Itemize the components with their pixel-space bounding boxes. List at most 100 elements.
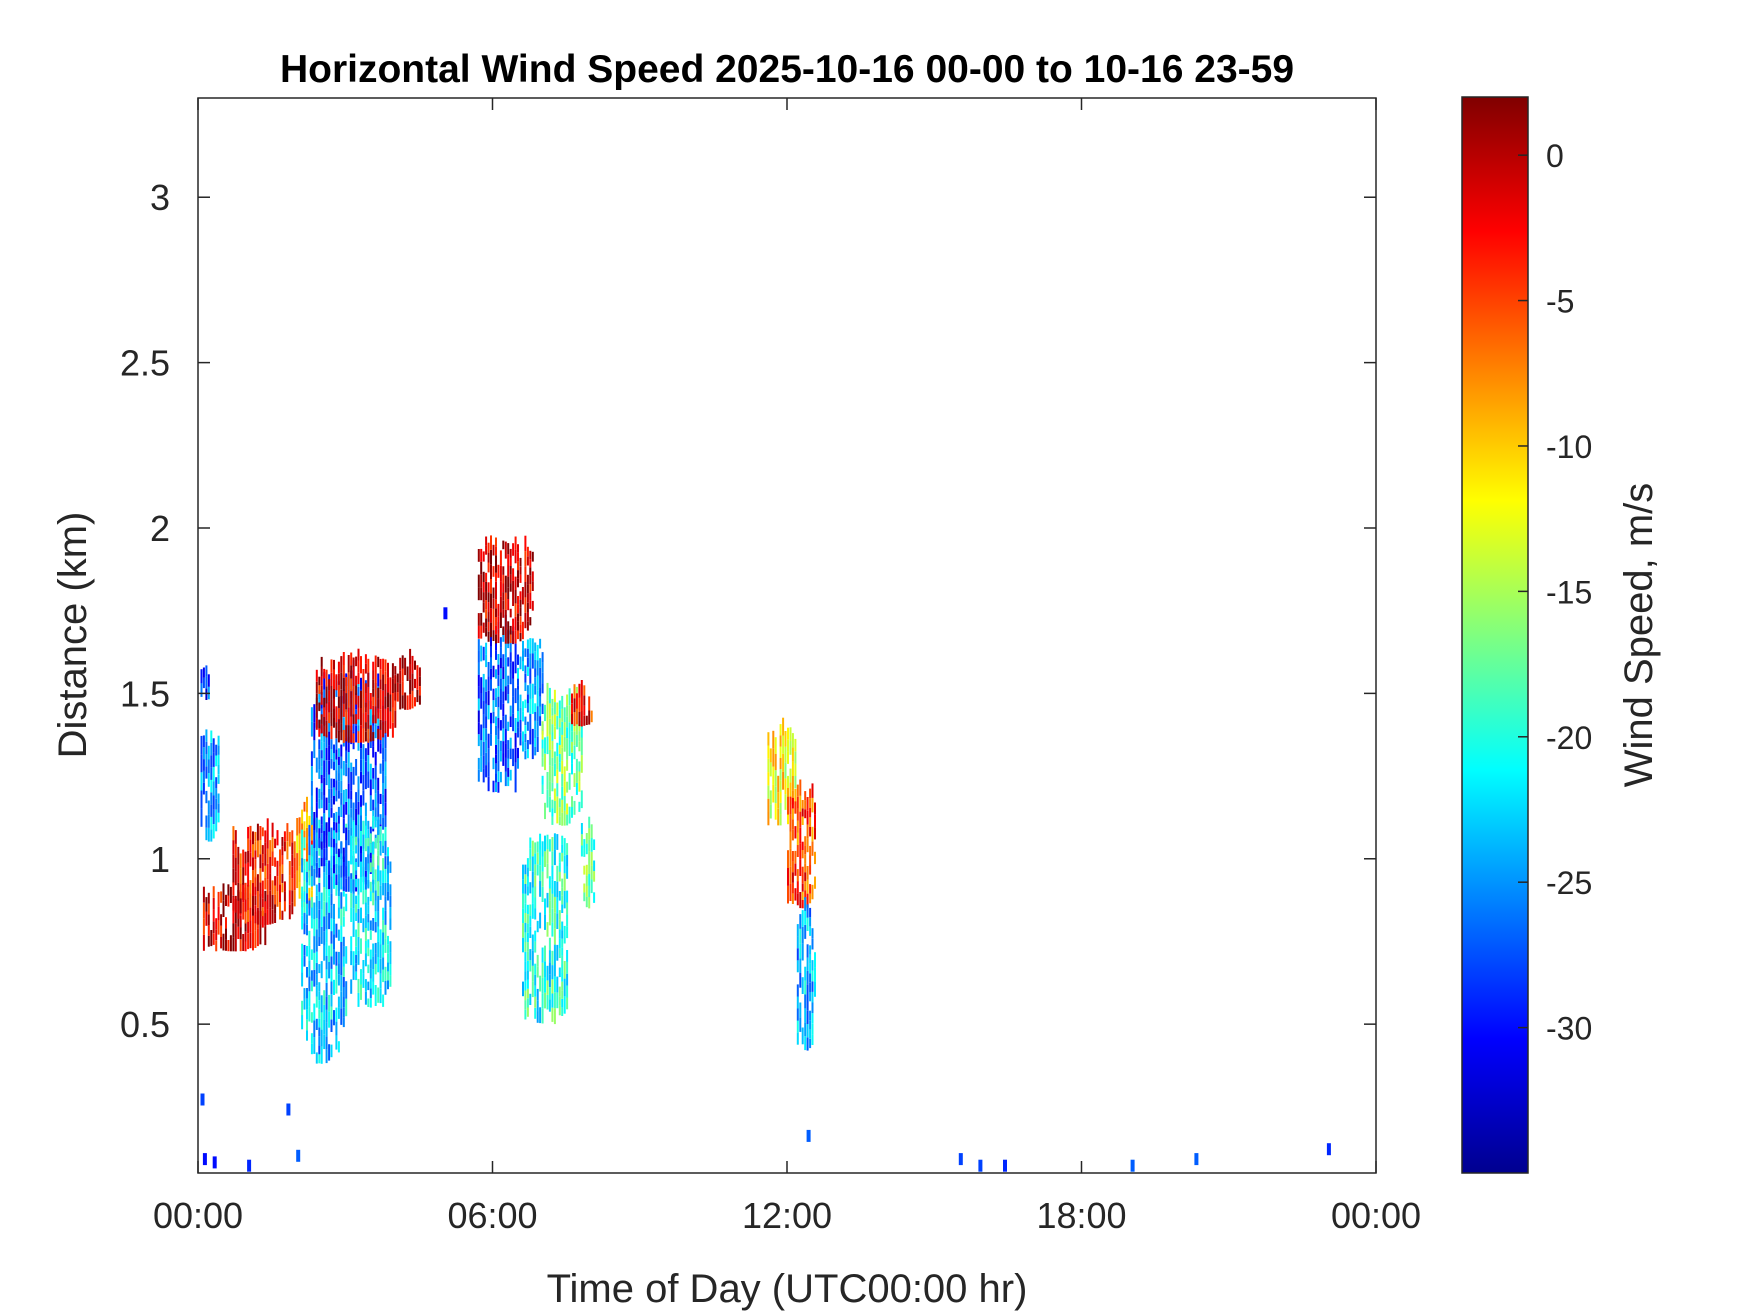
heatmap-cell [566,803,569,815]
heatmap-cell [811,826,814,842]
heatmap-cell [534,963,537,975]
heatmap-cell [524,682,527,691]
heatmap-cell [367,863,370,872]
heatmap-cell [202,677,205,689]
heatmap-cell [281,864,284,874]
heatmap-cell [328,774,331,789]
heatmap-cell [769,762,772,777]
heatmap-cell [274,857,277,867]
heatmap-cell [487,776,490,792]
heatmap-cell [369,779,372,796]
heatmap-cell [779,735,782,747]
heatmap-cell [811,884,814,900]
heatmap-cell [340,853,343,866]
heatmap-cell [522,908,524,924]
heatmap-cell [507,657,510,667]
heatmap-cell [374,724,377,739]
heatmap-cell [369,978,372,989]
heatmap-cell [497,616,500,630]
heatmap-cell [333,753,335,762]
heatmap-cell [480,574,483,588]
heatmap-cell [517,621,519,631]
heatmap-cell [502,540,505,550]
heatmap-cell [801,808,804,817]
heatmap-cell [529,584,532,593]
heatmap-cell [318,828,321,839]
heatmap-cell [799,779,802,796]
heatmap-cell [318,928,321,937]
heatmap-cell [281,910,284,920]
heatmap-cell [561,852,564,862]
heatmap-cell [320,926,323,944]
heatmap-cell [303,880,306,892]
heatmap-cell [551,732,554,741]
heatmap-cell [507,621,510,633]
heatmap-cell [526,721,529,731]
heatmap-cell [298,849,301,867]
heatmap-cell [541,662,544,673]
heatmap-cell [320,656,323,667]
colorbar [1461,96,1529,1174]
heatmap-cell [310,980,313,992]
heatmap-cell [330,807,333,818]
heatmap-cell [796,960,799,973]
heatmap-cell [330,788,333,799]
heatmap-cell [477,639,480,651]
heatmap-cell [347,672,350,691]
heatmap-cell [517,716,519,728]
heatmap-cell [578,683,581,698]
heatmap-cell [335,853,338,868]
heatmap-cell [306,893,308,904]
x-axis-ticks: 00:00 06:00 12:00 18:00 00:00 [153,98,1421,1236]
heatmap-cell [325,822,328,836]
heatmap-cell [389,711,392,729]
heatmap-cell [551,837,554,852]
heatmap-cell [593,892,596,903]
heatmap-cell [524,874,527,884]
heatmap-cell [210,930,213,947]
heatmap-cell [536,675,539,691]
heatmap-cell [340,908,343,926]
heatmap-cell [495,555,497,564]
heatmap-cell [539,833,542,850]
heatmap-cell [394,692,397,701]
heatmap-cell [529,926,532,938]
heatmap-cell [342,966,345,977]
heatmap-cell [335,1035,338,1050]
heatmap-cell [546,965,549,981]
heatmap-cell [310,823,313,841]
heatmap-cell [524,990,527,1001]
heatmap-cell [553,992,556,1009]
heatmap-cell [301,1000,304,1016]
heatmap-cell [318,873,321,883]
heatmap-cell [274,885,277,895]
heatmap-cell [264,842,267,854]
heatmap-cell [546,682,549,701]
heatmap-cell [372,670,375,680]
heatmap-cell [801,926,804,944]
heatmap-cell [779,780,782,792]
heatmap-cell [352,879,355,894]
heatmap-cell [318,991,321,1001]
heatmap-cell [318,838,321,849]
heatmap-cell [293,873,296,891]
heatmap-cell [252,896,254,909]
heatmap-cell [522,651,524,662]
colorbar-tick-label: -15 [1546,574,1592,610]
heatmap-cell [372,714,375,724]
heatmap-cell [357,852,360,867]
heatmap-cell [548,900,551,914]
heatmap-cell [585,843,588,855]
heatmap-cell [401,668,404,682]
heatmap-cell [497,718,500,729]
heatmap-cell [355,808,358,826]
heatmap-cell [796,869,799,882]
heatmap-cell [514,549,517,564]
heatmap-cell [313,936,316,953]
heatmap-cell [534,651,537,660]
heatmap-cell [335,822,338,833]
heatmap-cell [303,988,306,999]
heatmap-cell [315,787,318,803]
heatmap-cell [227,940,230,952]
heatmap-cell [551,908,554,923]
